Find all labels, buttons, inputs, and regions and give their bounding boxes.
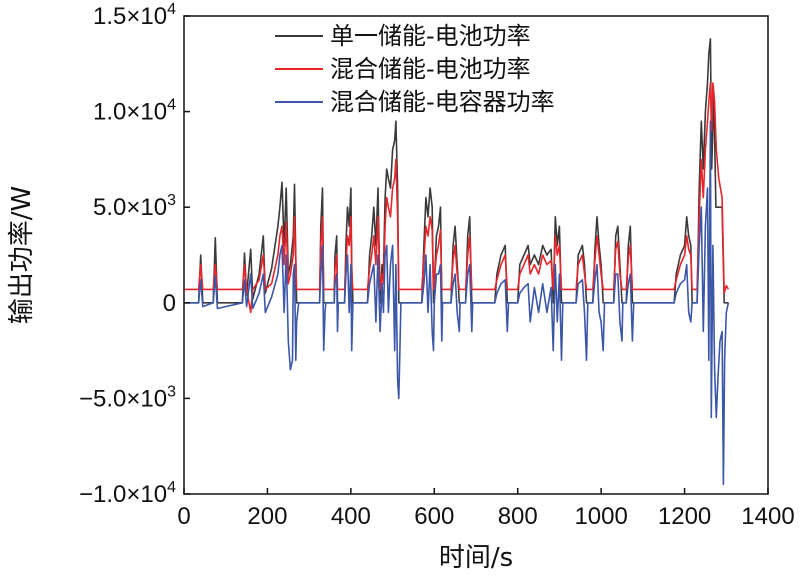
x-tick-label: 1200 (658, 503, 711, 530)
x-axis-title: 时间/s (439, 543, 513, 573)
x-tick-label: 400 (331, 503, 371, 530)
y-tick-label: −1.0×104 (79, 479, 176, 508)
series-line-2 (184, 82, 730, 314)
y-tick-label: 1.5×104 (93, 1, 176, 30)
series-line-3 (184, 120, 730, 486)
x-tick-label: 0 (177, 503, 190, 530)
x-tick-label: 800 (498, 503, 538, 530)
plot-frame (183, 15, 769, 495)
y-tick-label: 0 (163, 290, 176, 317)
legend-label-1: 单一储能-电池功率 (330, 22, 531, 50)
x-tick-label: 200 (247, 503, 287, 530)
y-axis-title: 输出功率/W (7, 186, 37, 324)
y-tick-label: −5.0×103 (79, 383, 176, 412)
y-tick-label: 1.0×104 (93, 97, 176, 126)
x-tick-label: 1000 (574, 503, 627, 530)
x-tick-label: 1400 (741, 503, 794, 530)
x-tick-label: 600 (414, 503, 454, 530)
legend-label-2: 混合储能-电池功率 (330, 55, 531, 83)
y-tick-label: 5.0×103 (93, 192, 176, 221)
legend-label-3: 混合储能-电容器功率 (330, 88, 555, 116)
